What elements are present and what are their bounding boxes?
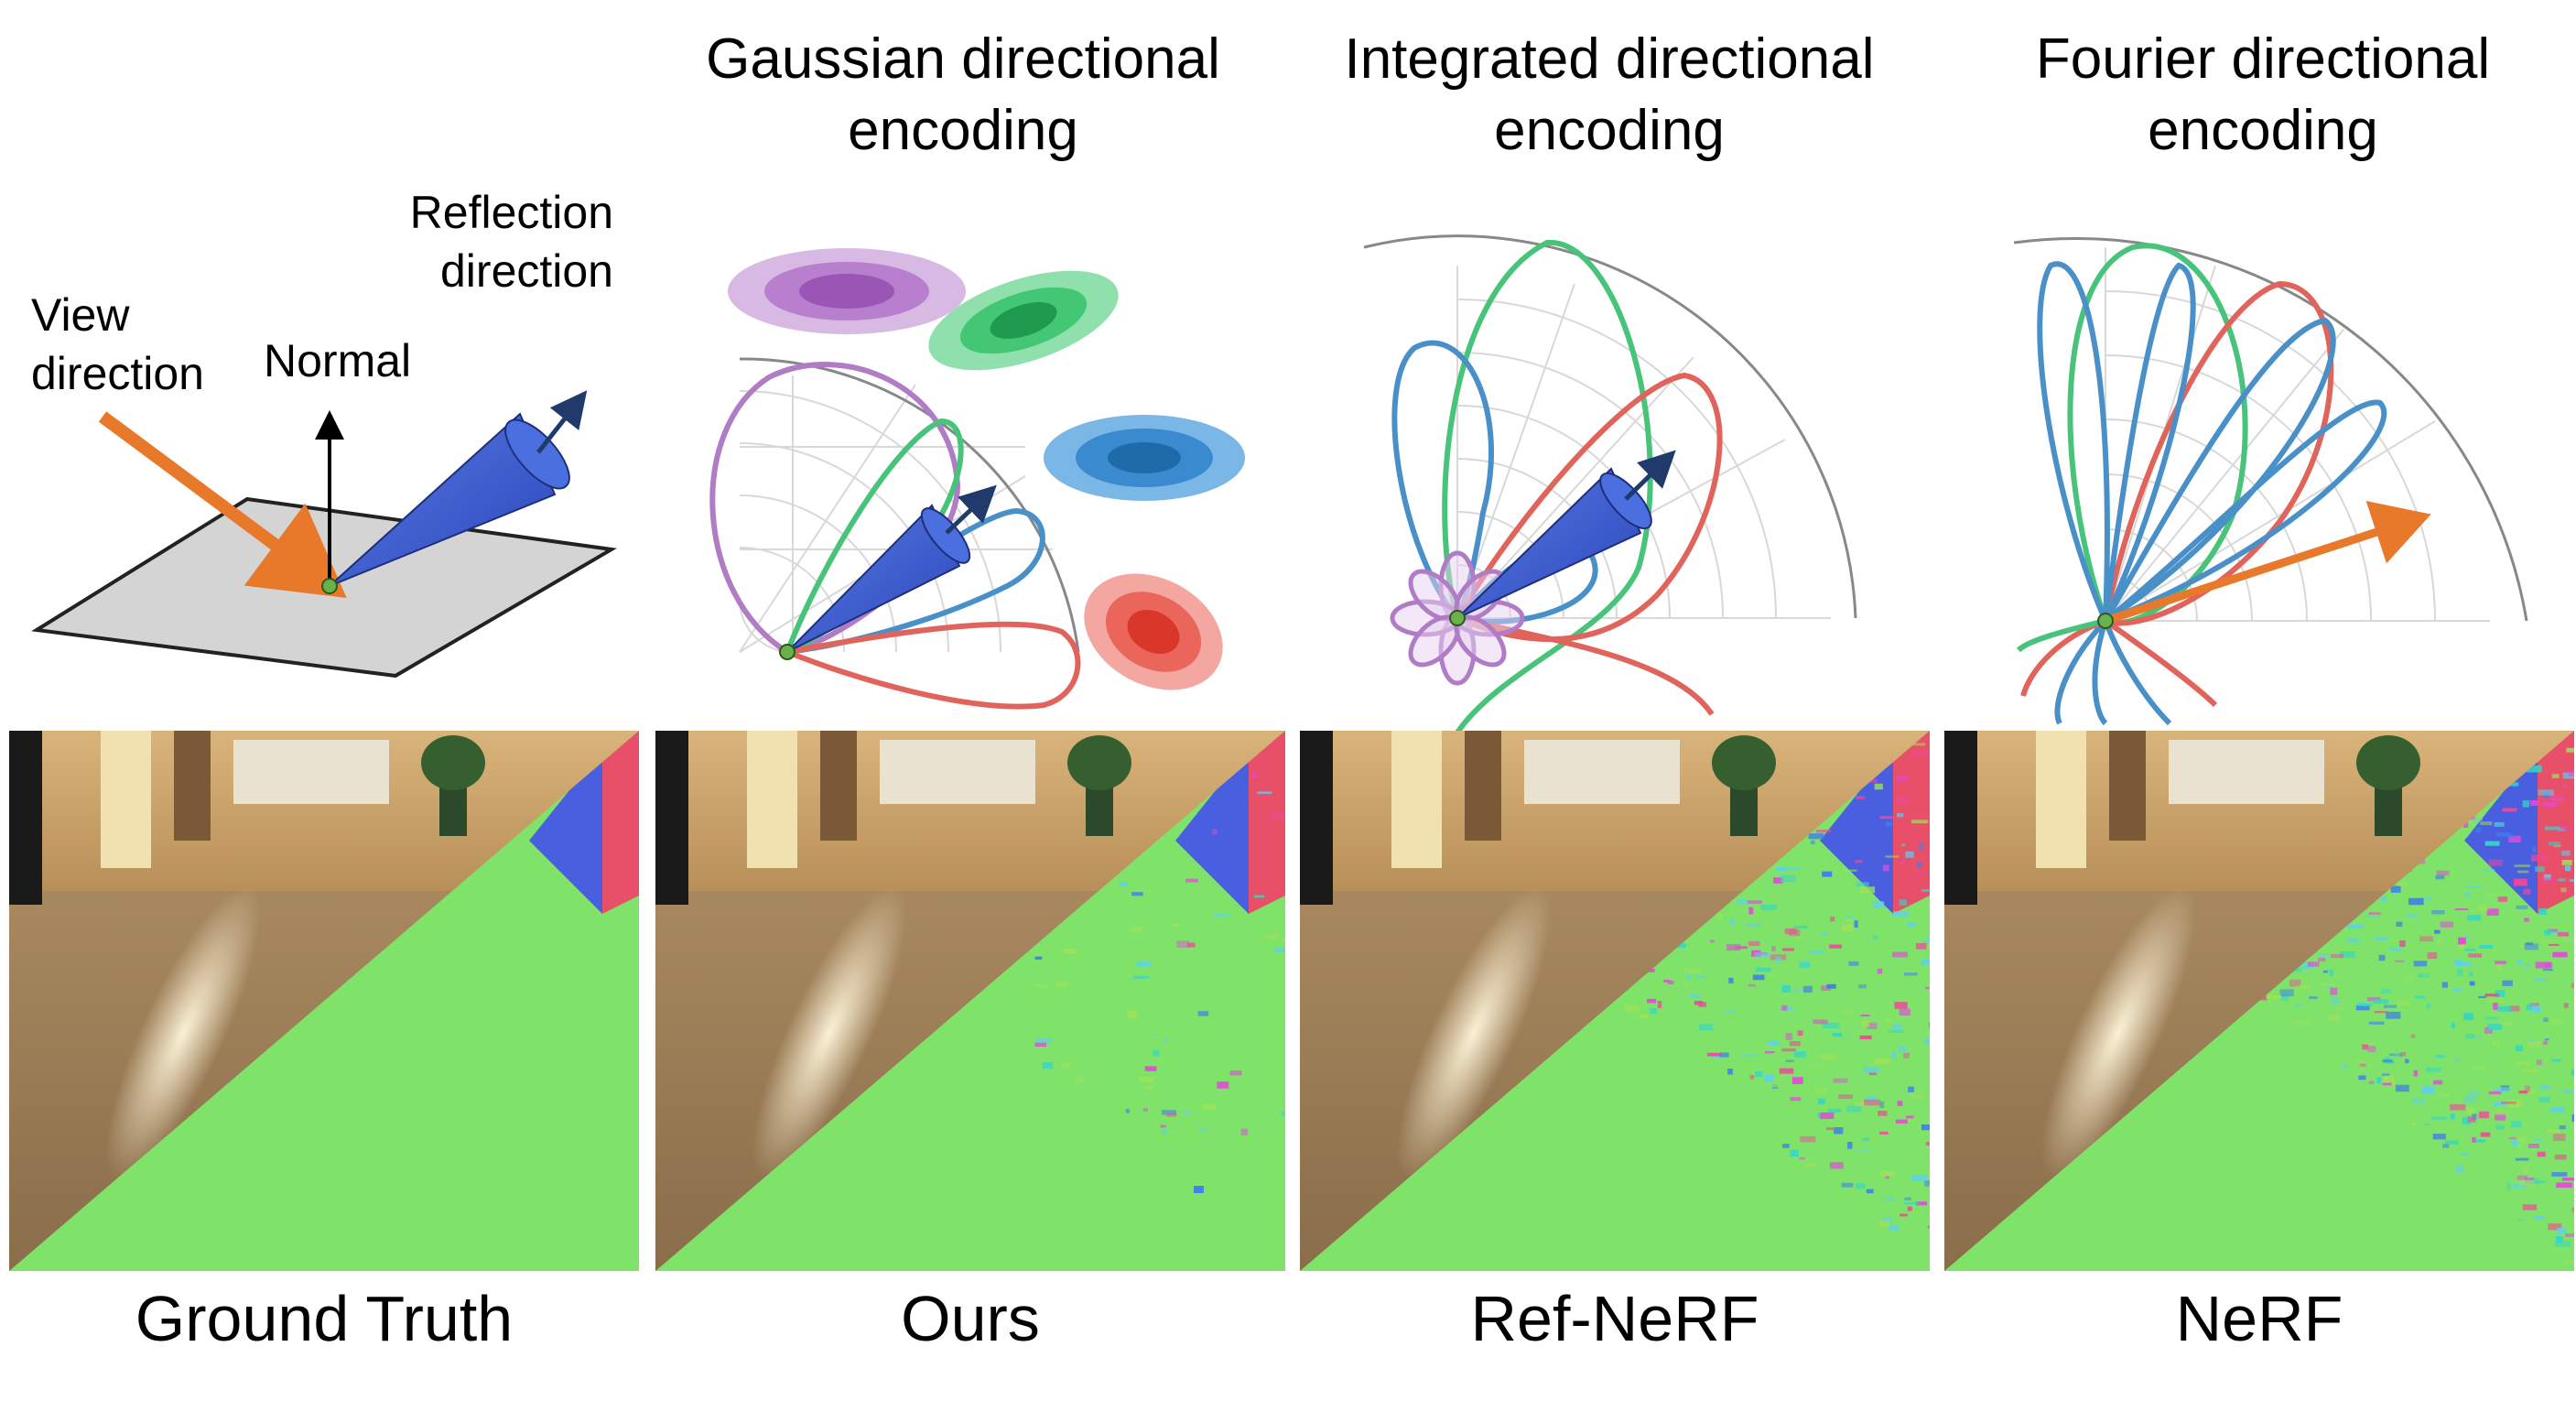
fourier-origin-point bbox=[2097, 613, 2114, 629]
label-view-direction: View direction bbox=[31, 289, 204, 399]
panel-nerf bbox=[1944, 731, 2574, 1271]
title-integrated: Integrated directional encoding bbox=[1344, 27, 1875, 162]
fourier-lobe-blue-4 bbox=[2104, 399, 2387, 624]
integrated-lobe-blue bbox=[1391, 340, 1494, 624]
fourier-lobe-blue-3 bbox=[2103, 317, 2336, 624]
label-reflection-direction: Reflection direction bbox=[409, 187, 613, 297]
fourier-diagram bbox=[2013, 237, 2528, 726]
gaussian-blob-red bbox=[1084, 573, 1223, 690]
fourier-lobe-red-lower bbox=[2020, 618, 2218, 708]
panel-image bbox=[655, 731, 1285, 1271]
gaussian-blob-blue bbox=[1044, 415, 1245, 501]
integrated-lobe-red bbox=[1453, 372, 1723, 643]
integrated-diagram bbox=[1363, 234, 1857, 733]
fourier-lobe-red bbox=[2103, 280, 2334, 626]
title-gaussian: Gaussian directional encoding bbox=[706, 27, 1220, 162]
gaussian-outer-arc bbox=[739, 357, 1080, 653]
reflection-cone-cap bbox=[504, 418, 570, 490]
view-direction-arrow bbox=[98, 411, 347, 599]
caption-ground-truth: Ground Truth bbox=[135, 1283, 514, 1354]
reflection-diagram bbox=[31, 390, 617, 679]
fourier-lobe-blue-2 bbox=[2103, 262, 2196, 623]
gaussian-lobe-red bbox=[777, 621, 1081, 710]
caption-ours: Ours bbox=[901, 1283, 1040, 1354]
integrated-origin-point bbox=[1449, 610, 1466, 626]
panel-ours bbox=[655, 731, 1285, 1271]
gaussian-blob-purple bbox=[728, 248, 966, 334]
reflection-arrow bbox=[536, 390, 588, 454]
diagram-svg bbox=[31, 234, 2528, 733]
label-normal: Normal bbox=[264, 335, 412, 386]
gaussian-blob-green bbox=[928, 270, 1119, 371]
integrated-outer-arc bbox=[1363, 234, 1857, 619]
caption-ref-nerf: Ref-NeRF bbox=[1470, 1283, 1759, 1354]
panel-image bbox=[9, 731, 639, 1271]
fourier-lobe-blue-1 bbox=[2037, 261, 2110, 623]
panel-image bbox=[1300, 731, 1930, 1271]
gaussian-origin-point bbox=[779, 644, 796, 660]
fourier-reflection-arrow bbox=[2104, 500, 2431, 625]
panel-image bbox=[1944, 731, 2574, 1271]
fourier-lobe-blue-lower bbox=[2054, 618, 2172, 726]
panel-ref-nerf bbox=[1300, 731, 1930, 1271]
gaussian-diagram bbox=[709, 248, 1245, 710]
gaussian-reflection-arrow bbox=[945, 484, 997, 535]
caption-nerf: NeRF bbox=[2175, 1283, 2343, 1354]
fourier-outer-arc bbox=[2013, 237, 2528, 622]
integrated-reflection-arrow bbox=[1624, 450, 1676, 501]
panel-ground-truth bbox=[9, 731, 639, 1271]
title-fourier: Fourier directional encoding bbox=[2035, 27, 2491, 162]
fourier-lobe-green-lower bbox=[2016, 618, 2106, 653]
surface-point bbox=[321, 578, 338, 594]
